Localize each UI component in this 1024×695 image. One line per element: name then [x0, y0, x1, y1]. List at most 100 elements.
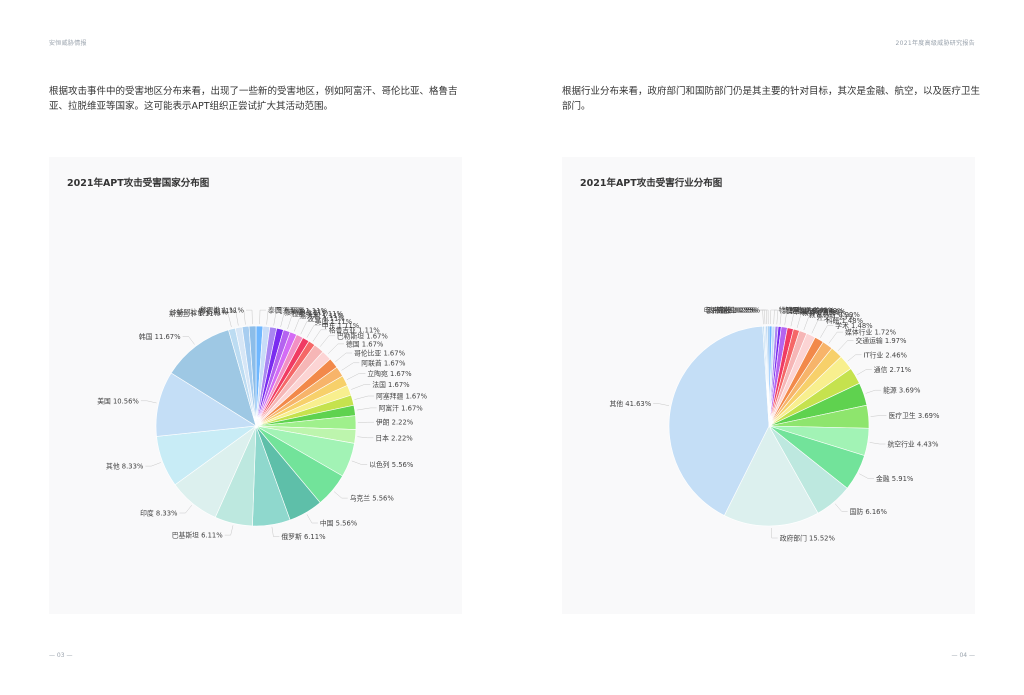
country-pie-chart: 泰国 1.11%阿塞拜疆 1.11%叙利亚 1.11%拉脱维亚 1.11%意大利…: [97, 306, 427, 541]
country-label-18: 日本 2.22%: [375, 433, 413, 442]
paragraph-industry: 根据行业分布来看，政府部门和国防部门仍是其主要的针对目标，其次是金融、航空，以及…: [562, 86, 981, 112]
country-label-14: 法国 1.67%: [372, 380, 410, 389]
country-label-10: 德国 1.67%: [346, 339, 384, 348]
country-label-4: 意大利 1.11%: [300, 311, 345, 320]
country-label-17: 伊朗 2.22%: [376, 418, 414, 427]
industry-label-12: IT行业 2.46%: [864, 350, 908, 359]
industry-label-15: 医疗卫生 3.69%: [889, 411, 940, 420]
country-label-20: 乌克兰 5.56%: [350, 494, 395, 503]
country-leader-25: [145, 462, 161, 467]
industry-label-17: 金融 5.91%: [876, 474, 914, 483]
industry-slice-19: [723, 425, 819, 527]
industry-label-3: 制造业 0.49%: [790, 306, 835, 315]
industry-label-0: 物联网IOT 0.49%: [779, 306, 835, 315]
country-leader-31: [246, 309, 253, 325]
country-label-21: 中国 5.56%: [320, 519, 358, 528]
country-leader-6: [300, 321, 313, 335]
country-label-0: 泰国 1.11%: [268, 306, 306, 315]
country-label-2: 叙利亚 1.11%: [284, 307, 329, 316]
country-leader-19: [351, 460, 368, 465]
industry-label-6: 教育科研 0.99%: [809, 310, 860, 319]
country-leader-20: [333, 491, 348, 499]
industry-chart-card: 2021年APT攻击受害行业分布图 物联网IOT 0.49% 能源业 0.49% 食…: [562, 157, 975, 614]
country-label-13: 立陶宛 1.67%: [367, 369, 412, 378]
country-label-5: 波兰 1.11%: [307, 314, 345, 323]
industry-label-23: 政治组织 0.25%: [707, 306, 758, 315]
industry-leader-12: [847, 354, 862, 362]
country-leader-22: [271, 526, 280, 537]
page-number-right: — 04 —: [951, 652, 975, 659]
country-label-3: 拉脱维亚 1.11%: [292, 309, 343, 318]
header-right: 2021年度高级威胁研究报告: [895, 40, 975, 47]
industry-leader-19: [771, 527, 778, 539]
industry-label-22: 公用事业 0.25%: [705, 306, 756, 315]
industry-label-11: 交通运输 1.97%: [856, 336, 907, 345]
industry-chart-title: 2021年APT攻击受害行业分布图: [580, 178, 723, 189]
country-leader-24: [179, 505, 192, 514]
country-leader-29: [229, 311, 239, 326]
industry-leader-20: [653, 403, 670, 406]
country-slice-31: [248, 325, 257, 427]
industry-leader-15: [870, 415, 887, 417]
country-label-22: 俄罗斯 6.11%: [281, 532, 326, 541]
industry-label-9: 学术 1.48%: [835, 321, 873, 330]
industry-label-10: 媒体行业 1.72%: [845, 328, 896, 337]
paragraph-country: 根据攻击事件中的受害地区分布来看，出现了一些新的受害地区，例如阿富汗、哥伦比亚、…: [49, 86, 458, 112]
country-leader-23: [224, 525, 234, 536]
industry-label-14: 能源 3.69%: [883, 386, 921, 395]
industry-label-19: 政府部门 15.52%: [780, 534, 836, 543]
industry-label-4: 科技公司 0.99%: [795, 307, 846, 316]
industry-label-5: 教育 0.99%: [802, 308, 840, 317]
industry-leader-5: [790, 312, 800, 327]
industry-slice-20: [668, 325, 770, 516]
country-leader-11: [335, 352, 353, 362]
country-leader-27: [182, 336, 195, 345]
country-slice-27: [170, 329, 257, 427]
country-label-23: 巴基斯坦 6.11%: [172, 531, 223, 540]
header-left: 安恒威胁情报: [49, 40, 87, 47]
country-label-29: 沙特阿拉伯 1.11%: [170, 307, 228, 316]
industry-leader-9: [820, 325, 834, 338]
industry-leader-7: [803, 316, 815, 331]
industry-label-24: 博彩业 0.25%: [716, 306, 761, 315]
country-label-27: 韩国 11.67%: [139, 332, 181, 341]
industry-pie-chart: 物联网IOT 0.49%能源业 0.49%食品和农业 0.49%制造业 0.49…: [610, 306, 940, 543]
country-leader-4: [287, 315, 298, 330]
country-leader-14: [351, 384, 371, 390]
country-leader-8: [312, 329, 327, 342]
country-leader-2: [273, 311, 283, 326]
industry-leader-8: [811, 320, 824, 334]
industry-leader-10: [828, 331, 844, 344]
industry-leader-11: [837, 340, 854, 352]
country-leader-15: [354, 395, 375, 400]
industry-label-18: 国防 6.16%: [850, 507, 888, 516]
country-leader-26: [140, 400, 157, 404]
country-label-28: 斯里兰卡 1.11%: [169, 309, 220, 318]
country-leader-5: [293, 318, 306, 332]
country-label-1: 阿塞拜疆 1.11%: [276, 306, 327, 315]
country-label-11: 哥伦比亚 1.67%: [354, 349, 405, 358]
country-label-6: 英国 1.11%: [315, 317, 353, 326]
country-leader-1: [266, 310, 275, 325]
country-label-16: 阿富汗 1.67%: [379, 403, 424, 412]
industry-leader-6: [796, 314, 807, 328]
country-label-26: 美国 10.56%: [97, 396, 139, 405]
industry-label-20: 其他 41.63%: [610, 399, 652, 408]
country-leader-10: [327, 343, 344, 354]
industry-leader-16: [869, 442, 886, 445]
country-leader-30: [237, 310, 246, 325]
country-chart-title: 2021年APT攻击受害国家分布图: [67, 178, 210, 189]
industry-leader-4: [784, 311, 793, 326]
industry-label-2: 食品和农业 0.49%: [786, 306, 844, 315]
industry-slice-24: [767, 325, 770, 427]
industry-leader-14: [865, 389, 882, 394]
page-number-left: — 03 —: [49, 652, 73, 659]
country-label-12: 阿联酋 1.67%: [361, 358, 406, 367]
industry-leader-24: [762, 309, 769, 325]
country-label-9: 巴勒斯坦 1.67%: [337, 331, 388, 340]
industry-label-7: 外交 1.23%: [817, 313, 855, 322]
country-leader-7: [306, 325, 320, 338]
country-chart-card: 2021年APT攻击受害国家分布图 泰国 1.11% 阿塞拜疆 1.11% 叙利亚 …: [49, 157, 462, 614]
country-leader-3: [280, 313, 290, 328]
industry-label-21: 电子商务 0.25%: [704, 306, 755, 315]
